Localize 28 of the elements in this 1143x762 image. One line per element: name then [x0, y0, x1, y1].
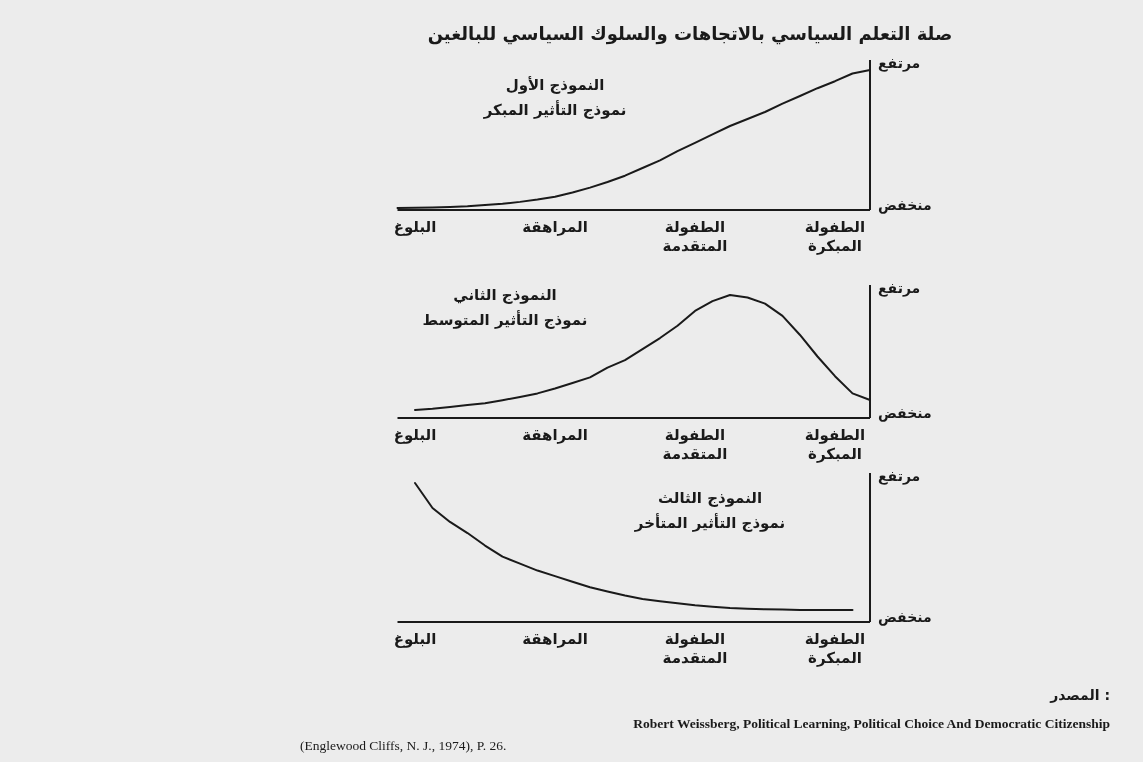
x-tick-label: المراهقة [522, 218, 588, 236]
text: نموذج التأثير المتأخر [633, 513, 786, 532]
x-tick-label: الطفولة المبكرة [804, 630, 866, 667]
text: (Englewood Cliffs, N. J., 1974), P. 26. [300, 738, 507, 753]
text: منخفض [878, 197, 932, 214]
text: نموذج التأثير المبكر [482, 100, 627, 119]
text: منخفض [878, 405, 932, 422]
text: نموذج التأثير المتوسط [422, 310, 588, 329]
x-tick-label: البلوغ [393, 426, 437, 444]
text: صلة التعلم السياسي بالاتجاهات والسلوك السياسي للبالغين [427, 23, 953, 45]
chart-title: النموذج الأول [505, 76, 605, 94]
x-tick-label: المراهقة [522, 426, 588, 444]
x-tick-label: الطفولة المبكرة [804, 426, 866, 463]
x-tick-label: الطفولة المتقدمة [662, 218, 728, 255]
text: منخفض [878, 609, 932, 626]
x-tick-label: الطفولة المتقدمة [662, 630, 728, 667]
chart-title: النموذج الثالث [657, 489, 763, 507]
text: مرتفع [878, 280, 921, 297]
text: مرتفع [878, 55, 921, 72]
text: مرتفع [878, 468, 921, 485]
x-tick-label: البلوغ [393, 630, 437, 648]
text: المصدر : [1049, 687, 1110, 703]
chart-title: النموذج الثاني [453, 286, 557, 304]
x-tick-label: الطفولة المتقدمة [662, 426, 728, 463]
x-tick-label: المراهقة [522, 630, 588, 648]
x-tick-label: البلوغ [393, 218, 437, 236]
text: Robert Weissberg, Political Learning, Political Choice And Democratic Citizenship [633, 716, 1110, 731]
x-tick-label: الطفولة المبكرة [804, 218, 866, 255]
